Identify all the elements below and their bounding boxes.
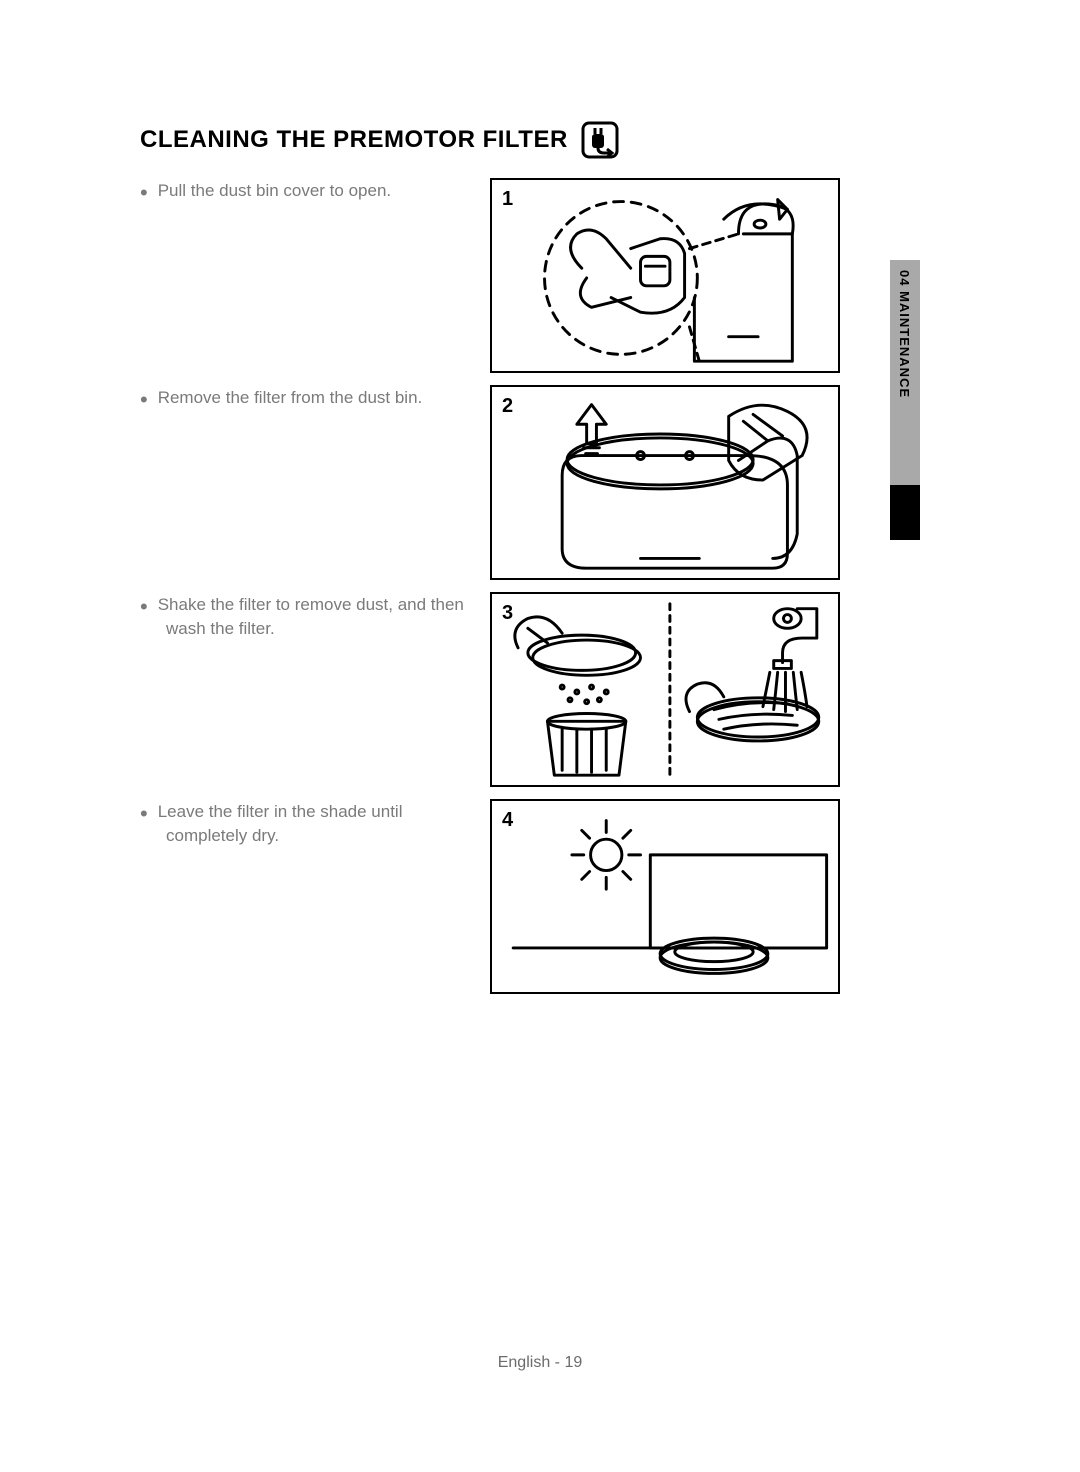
step-row: • Pull the dust bin cover to open. 1 [140,178,860,373]
step-text: • Remove the filter from the dust bin. [140,385,490,411]
step-text: • Leave the filter in the shade until co… [140,799,490,848]
step-row: • Leave the filter in the shade until co… [140,799,860,994]
step-text: • Shake the filter to remove dust, and t… [140,592,490,641]
figure-2-illustration [492,387,838,578]
heading-row: CLEANING THE PREMOTOR FILTER [140,120,860,160]
step-instruction-cont: wash the filter. [140,618,480,641]
bullet-icon: • [140,180,148,204]
steps-list: • Pull the dust bin cover to open. 1 [140,178,860,994]
step-instruction: Remove the filter from the dust bin. [158,387,423,410]
bullet-icon: • [140,387,148,411]
content-area: CLEANING THE PREMOTOR FILTER • P [140,120,860,994]
figure-4-illustration [492,801,838,992]
step-text: • Pull the dust bin cover to open. [140,178,490,204]
page-footer: English - 19 [0,1354,1080,1372]
step-instruction: Shake the filter to remove dust, and the… [158,594,464,617]
step-instruction: Pull the dust bin cover to open. [158,180,391,203]
step-row: • Remove the filter from the dust bin. 2 [140,385,860,580]
figure-1-illustration [492,180,838,371]
step-instruction-cont: completely dry. [140,825,480,848]
bullet-icon: • [140,801,148,825]
figure-3: 3 [490,592,840,787]
figure-2: 2 [490,385,840,580]
manual-page: CLEANING THE PREMOTOR FILTER • P [0,0,1080,1472]
chapter-tab-label: 04 MAINTENANCE [897,270,912,398]
footer-sep: - [555,1354,565,1371]
bullet-icon: • [140,594,148,618]
figure-4: 4 [490,799,840,994]
step-instruction: Leave the filter in the shade until [158,801,403,824]
section-heading: CLEANING THE PREMOTOR FILTER [140,126,568,154]
unplug-icon [580,120,620,160]
step-row: • Shake the filter to remove dust, and t… [140,592,860,787]
tab-bg-dark [890,485,920,540]
figure-3-illustration [492,594,838,785]
figure-1: 1 [490,178,840,373]
footer-lang: English [498,1354,550,1371]
footer-page-num: 19 [564,1354,582,1371]
chapter-tab: 04 MAINTENANCE [860,120,920,540]
